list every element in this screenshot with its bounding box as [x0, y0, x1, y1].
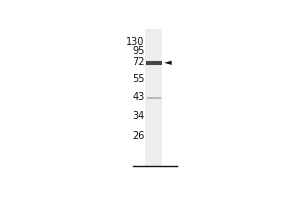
- Text: 55: 55: [132, 74, 145, 84]
- Bar: [145, 29, 163, 166]
- Text: 130: 130: [126, 37, 145, 47]
- Text: 95: 95: [132, 46, 145, 56]
- Text: 34: 34: [132, 111, 145, 121]
- Text: 43: 43: [132, 92, 145, 102]
- Bar: [147, 97, 161, 99]
- Text: 26: 26: [132, 131, 145, 141]
- Text: 72: 72: [132, 57, 145, 67]
- Polygon shape: [164, 61, 172, 65]
- Bar: [146, 61, 162, 65]
